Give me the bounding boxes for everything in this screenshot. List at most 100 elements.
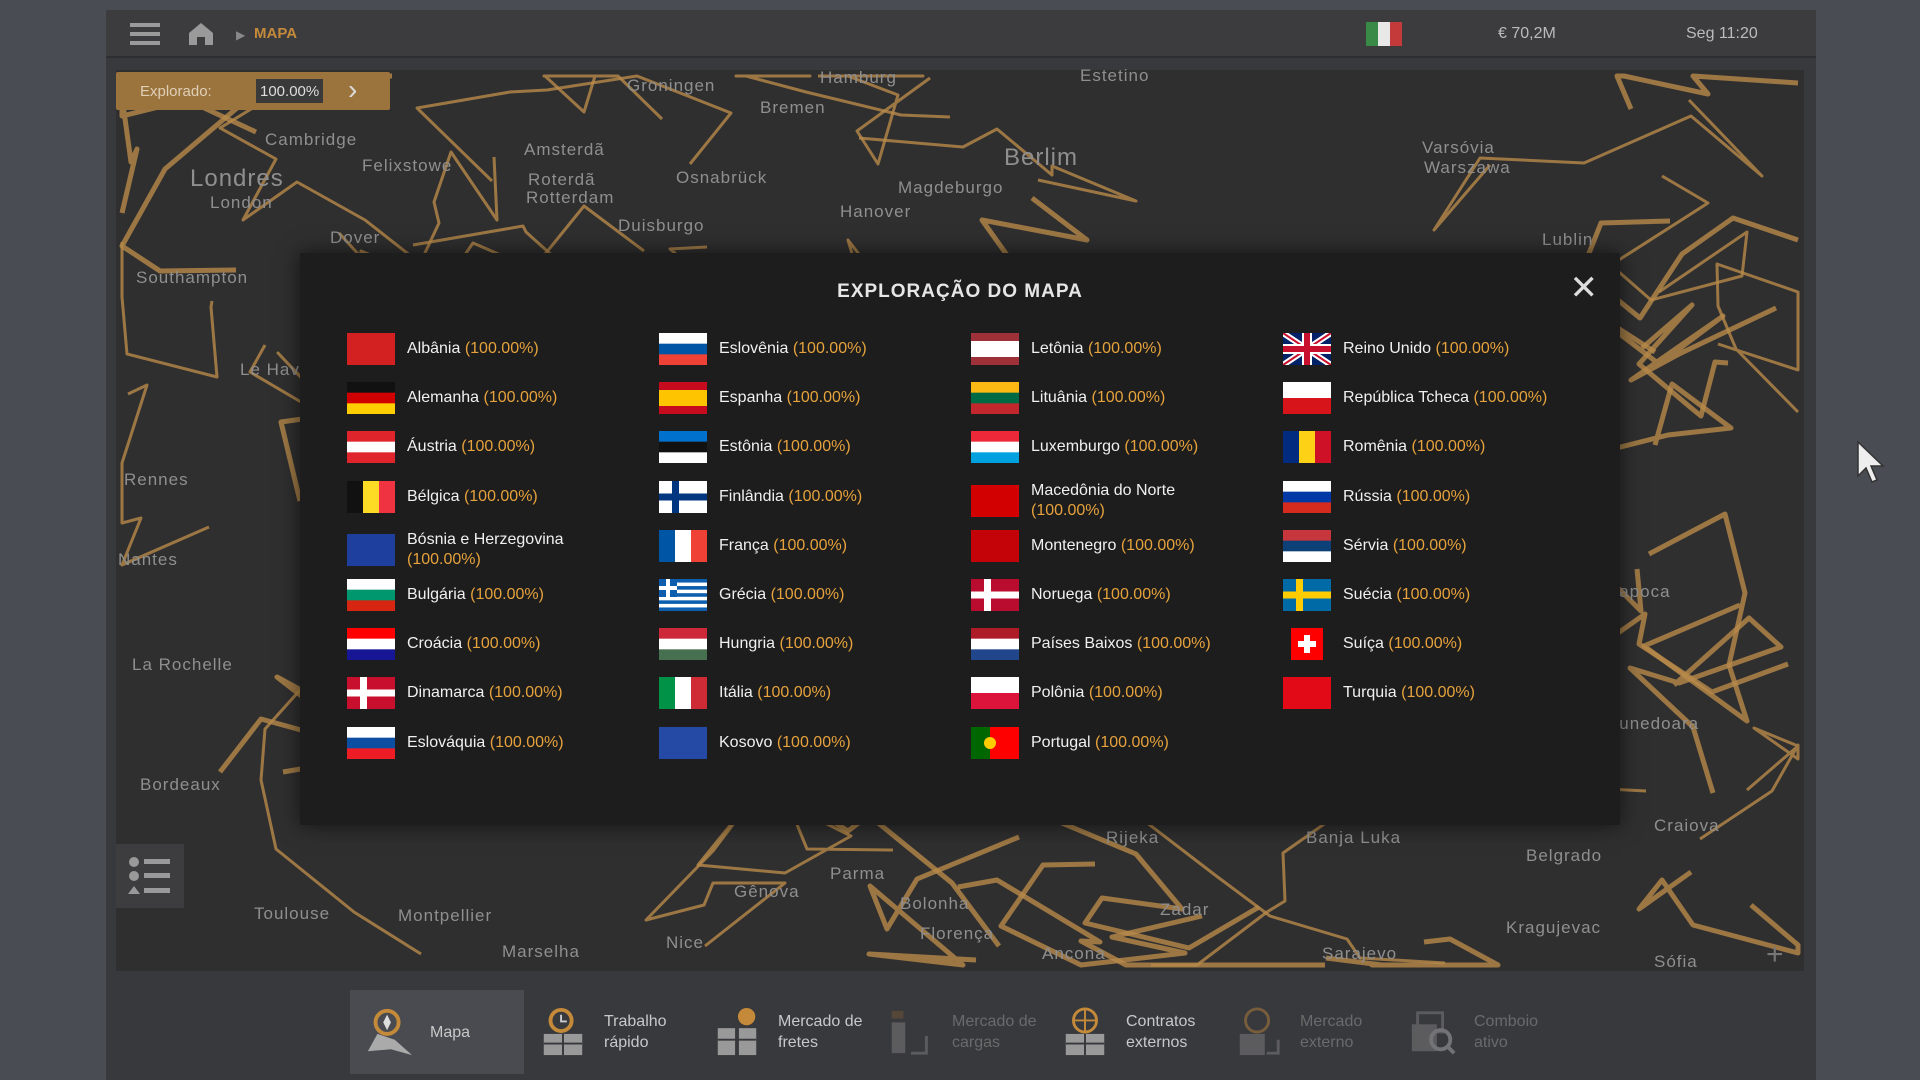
country-name: Sérvia <box>1343 536 1389 554</box>
nav-label: Trabalho rápido <box>604 1011 667 1053</box>
country-name-wrap: Polônia (100.00%) <box>1031 683 1163 703</box>
road <box>1432 98 1764 232</box>
country-name-wrap: Lituânia (100.00%) <box>1031 388 1165 408</box>
country-entry: Croácia (100.00%) <box>347 628 647 661</box>
city-label: Toulouse <box>254 904 331 923</box>
country-name: Letônia <box>1031 340 1084 357</box>
legend-list-button[interactable] <box>116 844 184 908</box>
country-name: Eslováquia <box>407 733 486 751</box>
country-name: Bélgica <box>407 487 460 505</box>
road <box>957 877 1325 968</box>
city-label: Rennes <box>124 470 189 489</box>
city-label: Parma <box>830 864 886 883</box>
breadcrumb[interactable]: MAPA <box>254 25 298 42</box>
city-label: Kragujevac <box>1506 918 1602 937</box>
country-name-wrap: Alemanha (100.00%) <box>407 388 557 408</box>
city-label: Roterdã <box>528 170 596 189</box>
nav-item-contratos[interactable]: Contratos externos <box>1046 990 1220 1074</box>
country-entry: Dinamarca (100.00%) <box>347 677 647 710</box>
country-name-wrap: Finlândia (100.00%) <box>719 487 862 507</box>
country-name: Países Baixos <box>1031 635 1133 653</box>
road <box>542 74 664 121</box>
country-entry: Itália (100.00%) <box>659 677 959 710</box>
exploration-percent: (100.00%) <box>1473 389 1548 407</box>
close-icon[interactable]: ✕ <box>1569 269 1599 307</box>
flag-icon <box>1283 579 1331 611</box>
road <box>1056 818 1261 951</box>
road <box>1325 936 1501 968</box>
flag-icon <box>659 628 707 661</box>
exploration-percent: (100.00%) <box>1392 536 1467 554</box>
country-name-wrap: Luxemburgo (100.00%) <box>1031 437 1198 457</box>
city-label: Ancona <box>1042 944 1106 963</box>
country-name: Macedônia do Norte <box>1031 481 1176 499</box>
cargo-market-icon <box>891 1010 928 1055</box>
nav-label-line1: Trabalho <box>604 1013 667 1030</box>
road <box>415 74 733 183</box>
exploration-percent: (100.00%) <box>407 550 481 568</box>
country-name-wrap: Áustria (100.00%) <box>407 437 535 457</box>
exploration-percent: (100.00%) <box>776 438 851 456</box>
country-entry: Estônia (100.00%) <box>659 431 959 464</box>
flag-icon <box>659 382 707 415</box>
money-balance: € 70,2M <box>1498 25 1556 42</box>
country-name: Espanha <box>719 389 783 407</box>
menu-icon[interactable] <box>130 23 160 45</box>
country-entry: Rússia (100.00%) <box>1283 480 1583 513</box>
city-label: Florença <box>920 924 995 943</box>
country-name: Estônia <box>719 438 773 456</box>
country-entry: Reino Unido (100.00%) <box>1283 333 1583 365</box>
home-icon[interactable] <box>188 22 214 46</box>
country-entry: Bulgária (100.00%) <box>347 579 647 611</box>
country-name: Hungria <box>719 635 776 653</box>
country-name: Montenegro <box>1031 536 1117 554</box>
country-name-wrap: Hungria (100.00%) <box>719 634 853 654</box>
external-market-icon <box>1239 1007 1280 1056</box>
country-name: Suíça <box>1343 635 1384 653</box>
flag-icon <box>1283 431 1331 464</box>
country-name-wrap: Portugal (100.00%) <box>1031 733 1169 753</box>
country-name-wrap: Dinamarca (100.00%) <box>407 683 563 703</box>
nav-item-trabalho[interactable]: Trabalho rápido <box>524 990 698 1074</box>
country-entry: Hungria (100.00%) <box>659 628 959 661</box>
country-entry: Macedônia do Norte (100.00%) <box>971 481 1271 521</box>
zoom-in-button[interactable]: + <box>1766 938 1784 971</box>
road <box>1715 262 1800 414</box>
flag-icon <box>347 431 395 464</box>
nav-label-line2: externos <box>1126 1034 1188 1051</box>
exploration-percent: (100.00%) <box>1124 438 1199 456</box>
country-entry: Sérvia (100.00%) <box>1283 529 1583 562</box>
exploration-percent: (100.00%) <box>1396 487 1471 505</box>
country-entry: Noruega (100.00%) <box>971 579 1271 611</box>
country-name-wrap: Sérvia (100.00%) <box>1343 536 1467 556</box>
bottom-nav: Mapa Trabalho rápido Mercado de fretes Mer… <box>106 978 1816 1080</box>
country-name: Lituânia <box>1031 389 1088 407</box>
flag-icon <box>659 726 707 759</box>
flag-icon <box>971 677 1019 710</box>
nav-item-comboio[interactable]: Comboio ativo <box>1394 990 1568 1074</box>
country-name-wrap: Noruega (100.00%) <box>1031 585 1171 605</box>
chevron-right-icon[interactable]: › <box>348 74 358 105</box>
country-name-wrap: Reino Unido (100.00%) <box>1343 339 1509 359</box>
flag-icon <box>347 628 395 661</box>
nav-item-mercado-de[interactable]: Mercado de fretes <box>698 990 872 1074</box>
nav-label-line2: cargas <box>952 1034 1001 1051</box>
road <box>1627 615 1784 794</box>
country-entry: Portugal (100.00%) <box>971 726 1271 759</box>
country-name: Luxemburgo <box>1031 438 1120 456</box>
flag-icon <box>1283 480 1331 513</box>
nav-item-mercado-de[interactable]: Mercado de cargas <box>872 990 1046 1074</box>
country-name-wrap: Países Baixos (100.00%) <box>1031 634 1211 654</box>
explored-panel[interactable]: Explorado: 100.00% › <box>116 72 390 110</box>
flag-icon <box>971 628 1019 661</box>
nav-item-mercado[interactable]: Mercado externo <box>1220 990 1394 1074</box>
road <box>1699 726 1800 841</box>
country-name: Kosovo <box>719 733 773 751</box>
flag-icon <box>1283 529 1331 562</box>
city-label: Lublin <box>1542 230 1594 249</box>
nav-item-mapa[interactable]: Mapa <box>350 990 524 1074</box>
country-entry: Bósnia e Herzegovina (100.00%) <box>347 530 647 570</box>
country-entry: Áustria (100.00%) <box>347 431 647 464</box>
country-entry: Países Baixos (100.00%) <box>971 628 1271 661</box>
exploration-percent: (100.00%) <box>773 536 848 554</box>
